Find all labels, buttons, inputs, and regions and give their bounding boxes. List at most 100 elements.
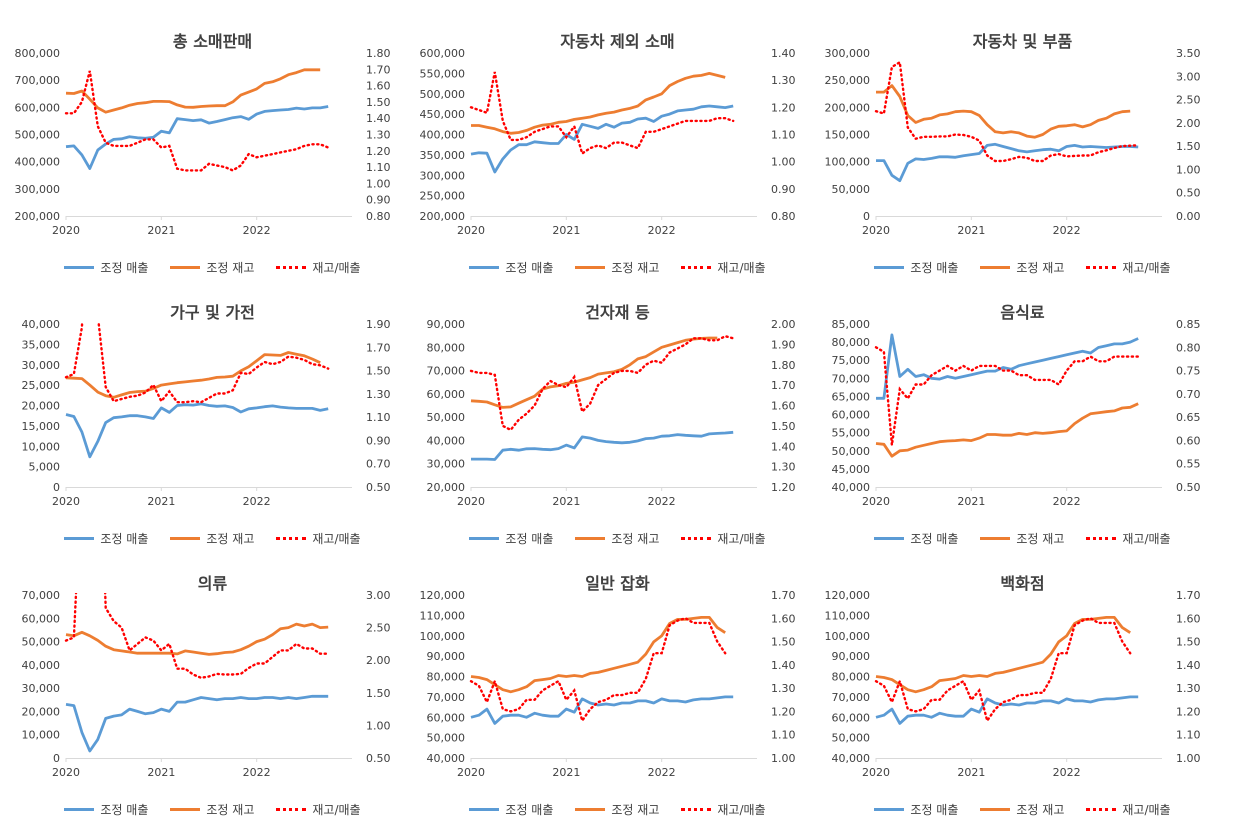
- legend-item: 조정 매출: [874, 530, 958, 547]
- inventory-line: [65, 622, 329, 656]
- ratio-line: [469, 334, 735, 432]
- legend-label: 재고/매출: [312, 803, 361, 817]
- sales-line: [65, 105, 329, 170]
- y2-tick-label: 1.30: [1176, 682, 1201, 695]
- y2-tick-label: 1.10: [1176, 729, 1201, 742]
- y-tick-label: 200,000: [825, 101, 871, 114]
- chart-legend: 조정 매출 조정 재고 재고/매출: [820, 801, 1225, 818]
- y-tick-label: 40,000: [427, 752, 466, 765]
- y2-tick-label: 2.00: [366, 654, 391, 667]
- inventory-line: [65, 351, 321, 399]
- y2-tick-label: 2.00: [1176, 117, 1201, 130]
- chart-panel: 음식료 2020 2021 2022 40,000 45,000 50,000 55,000 6…: [820, 283, 1225, 553]
- ratio-line: [874, 346, 1140, 446]
- inventory-line: [470, 616, 726, 694]
- inventory-line: [876, 84, 1131, 139]
- y-tick-label: 250,000: [420, 190, 466, 203]
- chart-legend: 조정 매출 조정 재고 재고/매출: [10, 259, 415, 276]
- legend-label: 재고/매출: [312, 532, 361, 546]
- y-tick-label: 85,000: [832, 318, 871, 331]
- y-tick-label: 40,000: [22, 659, 61, 672]
- legend-label: 조정 재고: [1016, 532, 1065, 546]
- legend-label: 조정 재고: [206, 532, 255, 546]
- y2-tick-label: 2.00: [771, 318, 796, 331]
- y2-tick-label: 1.40: [1176, 659, 1201, 672]
- legend-label: 조정 매출: [505, 261, 554, 275]
- y2-tick-label: 0.85: [1176, 318, 1201, 331]
- y2-tick-label: 1.20: [771, 101, 796, 114]
- ratio-line: [469, 617, 727, 724]
- y-tick-label: 25,000: [22, 379, 61, 392]
- chart-title: 음식료: [1000, 303, 1045, 322]
- legend-label: 조정 매출: [505, 803, 554, 817]
- y2-tick-label: 1.50: [366, 687, 391, 700]
- sales-line: [876, 142, 1139, 183]
- x-tick-label: 2022: [648, 224, 676, 237]
- legend-item: 재고/매출: [276, 530, 361, 547]
- y-tick-label: 300,000: [825, 47, 871, 60]
- y-tick-label: 80,000: [427, 671, 466, 684]
- y-tick-label: 70,000: [832, 372, 871, 385]
- y2-tick-label: 0.90: [366, 194, 391, 207]
- chart-svg: 2020 2021 2022 200,000 300,000 400,000 500,000…: [15, 47, 391, 237]
- legend-label: 재고/매출: [1122, 803, 1171, 817]
- legend-label: 조정 재고: [1016, 261, 1065, 275]
- y-tick-label: 5,000: [29, 461, 61, 474]
- y2-tick-label: 0.70: [366, 458, 391, 471]
- y2-tick-label: 1.60: [771, 400, 796, 413]
- x-tick-label: 2020: [862, 224, 890, 237]
- y2-tick-label: 1.00: [366, 719, 391, 732]
- x-tick-label: 2021: [957, 495, 985, 508]
- x-tick-label: 2022: [243, 495, 271, 508]
- chart-panel: 총 소매판매 2020 2021 2022 200,000 300,000 400,000 5…: [10, 12, 415, 282]
- y-tick-label: 120,000: [420, 589, 466, 602]
- chart-legend: 조정 매출 조정 재고 재고/매출: [415, 259, 820, 276]
- sales-line: [875, 695, 1139, 725]
- chart-svg: 2020 2021 2022 40,000 45,000 50,000 55,000 60,0…: [832, 318, 1201, 508]
- y-tick-label: 20,000: [427, 481, 466, 494]
- legend-swatch: [276, 266, 307, 269]
- x-tick-label: 2021: [957, 224, 985, 237]
- y2-tick-label: 1.00: [771, 752, 796, 765]
- chart-title: 건자재 등: [585, 303, 650, 322]
- chart-title: 백화점: [1000, 574, 1045, 593]
- y-tick-label: 60,000: [22, 612, 61, 625]
- chart-panel: 자동차 제외 소매 2020 2021 2022 200,000 250,000 300,0…: [415, 12, 820, 282]
- y2-tick-label: 0.50: [1176, 187, 1201, 200]
- legend-label: 조정 재고: [611, 261, 660, 275]
- y2-tick-label: 1.70: [771, 379, 796, 392]
- y2-tick-label: 0.75: [1176, 365, 1201, 378]
- y2-tick-label: 1.10: [771, 729, 796, 742]
- y2-tick-label: 1.00: [1176, 163, 1201, 176]
- legend-swatch: [575, 537, 606, 540]
- legend-item: 재고/매출: [1086, 530, 1171, 547]
- x-tick-label: 2021: [552, 495, 580, 508]
- legend-label: 재고/매출: [312, 261, 361, 275]
- legend-swatch: [64, 266, 95, 269]
- legend-label: 조정 매출: [910, 261, 959, 275]
- legend-label: 조정 재고: [206, 261, 255, 275]
- legend-swatch: [64, 808, 95, 811]
- y-tick-label: 110,000: [420, 609, 466, 622]
- y-tick-label: 70,000: [427, 365, 466, 378]
- legend-label: 조정 재고: [611, 532, 660, 546]
- y2-tick-label: 1.30: [366, 388, 391, 401]
- chart-legend: 조정 매출 조정 재고 재고/매출: [415, 801, 820, 818]
- y2-tick-label: 1.30: [771, 74, 796, 87]
- chart-legend: 조정 매출 조정 재고 재고/매출: [820, 530, 1225, 547]
- legend-item: 조정 매출: [874, 801, 958, 818]
- y2-tick-label: 1.20: [1176, 705, 1201, 718]
- y-tick-label: 0: [863, 210, 870, 223]
- legend-label: 조정 매출: [910, 532, 959, 546]
- y2-tick-label: 3.50: [1176, 47, 1201, 60]
- y-tick-label: 800,000: [15, 47, 61, 60]
- y-tick-label: 40,000: [427, 434, 466, 447]
- legend-swatch: [681, 808, 712, 811]
- y-tick-label: 600,000: [15, 101, 61, 114]
- legend-item: 조정 매출: [874, 259, 958, 276]
- y2-tick-label: 0.65: [1176, 411, 1201, 424]
- legend-item: 조정 매출: [469, 801, 553, 818]
- y2-tick-label: 2.50: [1176, 94, 1201, 107]
- y2-tick-label: 0.90: [366, 434, 391, 447]
- y2-tick-label: 1.70: [366, 63, 391, 76]
